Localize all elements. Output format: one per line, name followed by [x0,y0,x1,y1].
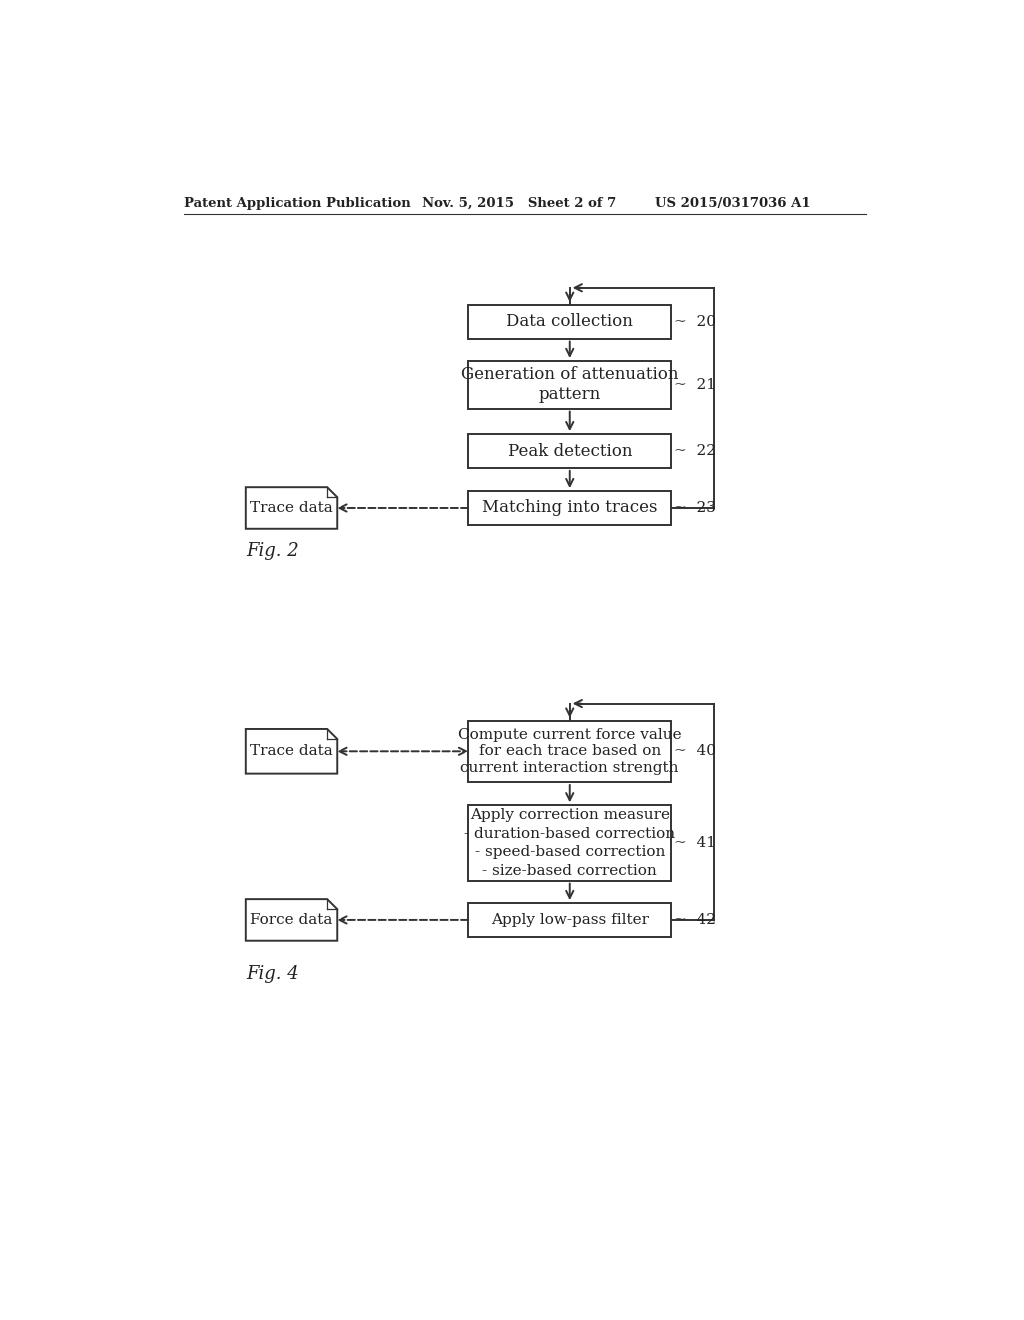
Text: ~  21: ~ 21 [675,378,717,392]
Text: Patent Application Publication: Patent Application Publication [183,197,411,210]
Bar [468,903,672,937]
Text: Peak detection: Peak detection [508,442,632,459]
Text: Trace data: Trace data [250,744,333,758]
Text: ~  23: ~ 23 [675,502,716,515]
Text: Fig. 2: Fig. 2 [246,543,299,560]
Text: Generation of attenuation
pattern: Generation of attenuation pattern [461,367,679,403]
Text: ~  40: ~ 40 [675,744,717,758]
Text: Nov. 5, 2015   Sheet 2 of 7: Nov. 5, 2015 Sheet 2 of 7 [423,197,616,210]
Polygon shape [246,487,337,529]
Text: ~  42: ~ 42 [675,913,717,927]
Text: Data collection: Data collection [506,313,633,330]
Text: ~  41: ~ 41 [675,836,717,850]
Text: Compute current force value
for each trace based on
current interaction strength: Compute current force value for each tra… [458,729,682,775]
Text: ~  22: ~ 22 [675,444,717,458]
Bar [468,491,672,525]
Text: ~  20: ~ 20 [675,314,717,329]
Text: Matching into traces: Matching into traces [482,499,657,516]
Bar [468,434,672,469]
Text: Apply low-pass filter: Apply low-pass filter [490,913,649,927]
Polygon shape [246,729,337,774]
Polygon shape [246,899,337,941]
Bar [468,721,672,781]
Text: Fig. 4: Fig. 4 [246,965,299,983]
Bar [468,360,672,409]
Bar [468,805,672,880]
Text: Apply correction measure
- duration-based correction
- speed-based correction
- : Apply correction measure - duration-base… [464,808,675,878]
Text: US 2015/0317036 A1: US 2015/0317036 A1 [655,197,811,210]
Bar [468,305,672,339]
Text: Force data: Force data [250,913,333,927]
Text: Trace data: Trace data [250,502,333,515]
